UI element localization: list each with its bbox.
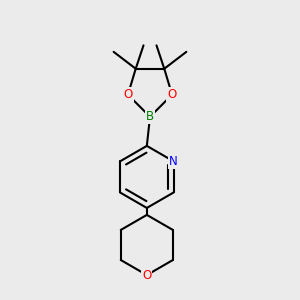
Text: O: O <box>123 88 133 101</box>
Text: N: N <box>169 155 178 168</box>
Text: O: O <box>142 268 152 282</box>
Text: O: O <box>167 88 177 101</box>
Text: B: B <box>146 110 154 123</box>
